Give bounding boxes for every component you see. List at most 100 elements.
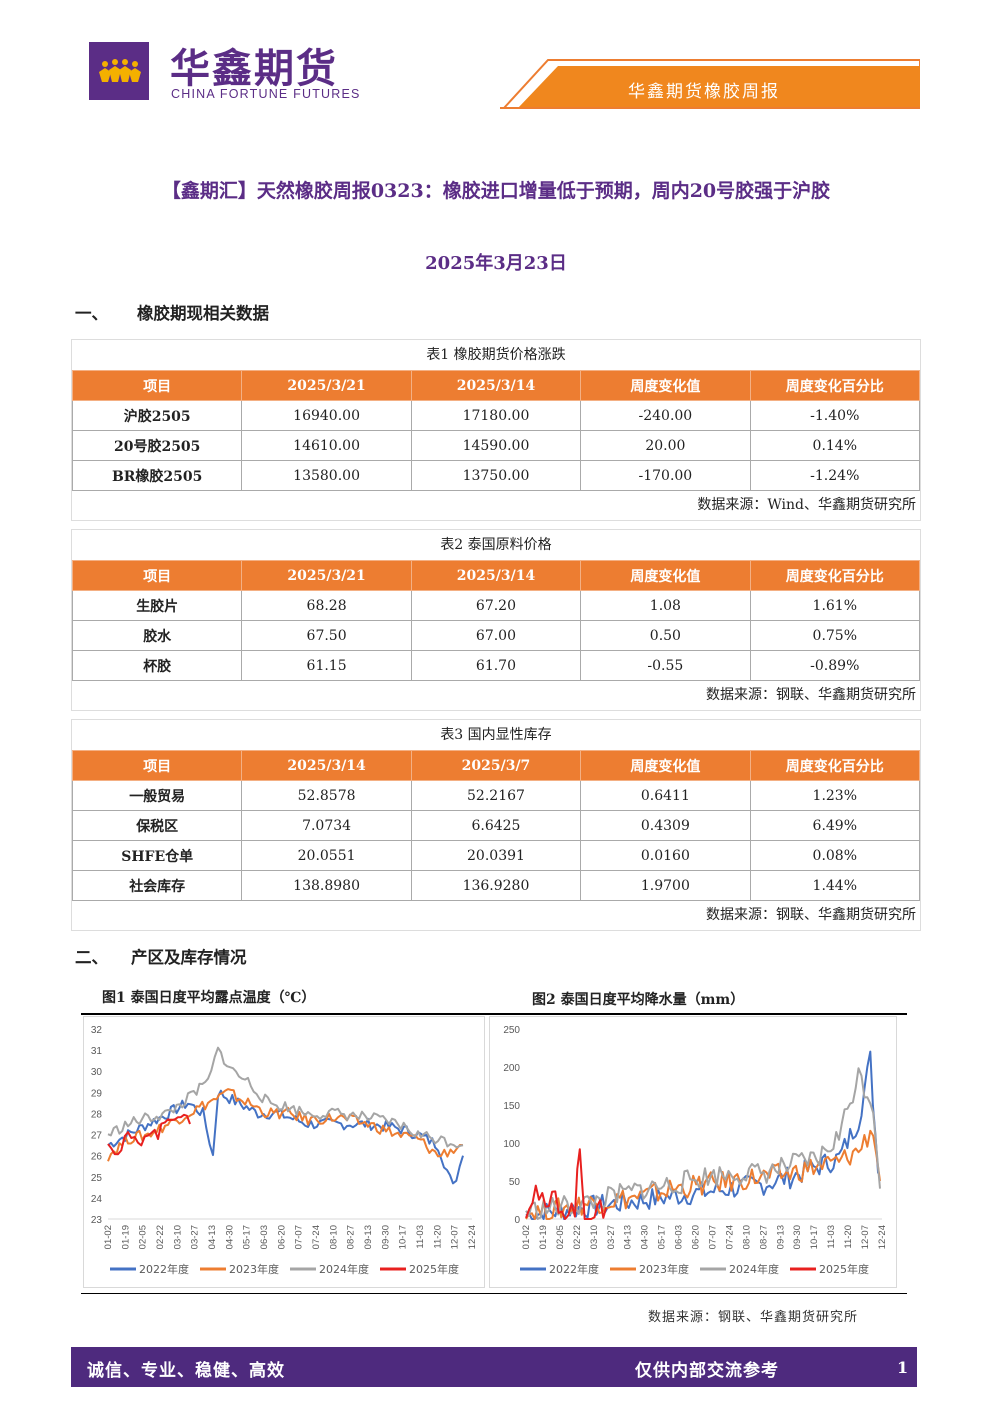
x-tick-label: 07-24 bbox=[311, 1225, 322, 1249]
legend-label: 2025年度 bbox=[819, 1262, 869, 1276]
y-tick-label: 150 bbox=[503, 1101, 520, 1112]
table-caption: 表1 橡胶期货价格涨跌 bbox=[426, 347, 566, 363]
table-row: 沪胶2505 16940.00 17180.00 -240.00 -1.40% bbox=[71, 400, 921, 431]
column-header: 周度变化百分比 bbox=[749, 750, 921, 781]
x-tick-label: 02-05 bbox=[555, 1225, 566, 1249]
column-header: 周度变化值 bbox=[580, 750, 751, 781]
column-header: 周度变化百分比 bbox=[749, 370, 921, 401]
figures-source: 数据来源：钢联、华鑫期货研究所 bbox=[648, 1310, 859, 1325]
section-title: 产区及库存情况 bbox=[131, 948, 247, 967]
y-tick-label: 50 bbox=[509, 1177, 521, 1188]
document-title: 【鑫期汇】天然橡胶周报0323：橡胶进口增量低于预期，周内20号胶强于沪胶 bbox=[161, 180, 831, 202]
data-table: 项目 2025/3/21 2025/3/14 周度变化值 周度变化百分比 沪胶2… bbox=[71, 370, 921, 491]
y-tick-label: 32 bbox=[91, 1025, 103, 1036]
table-cell: 17180.00 bbox=[410, 400, 582, 431]
series-line bbox=[107, 1046, 464, 1149]
row-label: SHFE仓单 bbox=[71, 840, 243, 871]
table-cell: -170.00 bbox=[580, 460, 751, 491]
table-cell: 0.4309 bbox=[580, 810, 751, 841]
table-cell: -1.40% bbox=[749, 400, 921, 431]
table-cell: 0.0160 bbox=[580, 840, 751, 871]
dewpoint-chart: 23 24 25 26 27 28 29 30 31 32 01-02 01-19 02-05 02-22… bbox=[83, 1016, 485, 1288]
column-header: 周度变化值 bbox=[580, 370, 751, 401]
report-name: 华鑫期货橡胶周报 bbox=[628, 82, 780, 102]
table-futures-prices: 表1 橡胶期货价格涨跌 项目 2025/3/21 2025/3/14 周度变化值… bbox=[71, 339, 921, 521]
y-tick-label: 0 bbox=[514, 1215, 520, 1226]
table-cell: 14610.00 bbox=[241, 430, 412, 461]
x-tick-label: 02-22 bbox=[155, 1225, 166, 1249]
x-tick-label: 12-24 bbox=[467, 1225, 478, 1249]
logo-figures-icon bbox=[99, 59, 141, 82]
table-cell: 1.61% bbox=[749, 590, 921, 621]
legend-label: 2024年度 bbox=[319, 1262, 369, 1276]
table-cell: 13580.00 bbox=[241, 460, 412, 491]
series-line bbox=[525, 1067, 881, 1220]
table-cell: 0.50 bbox=[580, 620, 751, 651]
column-header: 2025/3/14 bbox=[410, 370, 582, 401]
table-caption: 表3 国内显性库存 bbox=[440, 727, 552, 743]
brand-name-cn: 华鑫期货 bbox=[170, 46, 338, 92]
y-tick-label: 25 bbox=[91, 1173, 103, 1184]
x-tick-label: 09-30 bbox=[380, 1225, 391, 1249]
x-tick-label: 05-17 bbox=[242, 1225, 253, 1249]
x-tick-label: 07-24 bbox=[724, 1225, 735, 1249]
table-cell: 7.0734 bbox=[241, 810, 412, 841]
row-label: 一般贸易 bbox=[71, 780, 243, 811]
column-header: 2025/3/14 bbox=[241, 750, 412, 781]
row-label: 沪胶2505 bbox=[71, 400, 243, 431]
x-tick-label: 05-17 bbox=[657, 1225, 668, 1249]
column-header: 周度变化值 bbox=[580, 560, 751, 591]
x-tick-label: 03-10 bbox=[589, 1225, 600, 1249]
x-tick-label: 01-02 bbox=[521, 1225, 532, 1249]
x-tick-label: 04-30 bbox=[640, 1225, 651, 1249]
y-tick-label: 23 bbox=[91, 1215, 103, 1226]
table-row: 一般贸易 52.8578 52.2167 0.6411 1.23% bbox=[71, 780, 921, 811]
data-table: 项目 2025/3/21 2025/3/14 周度变化值 周度变化百分比 生胶片… bbox=[71, 560, 921, 681]
section-heading-2: 二、 产区及库存情况 bbox=[75, 944, 247, 968]
table-cell: 6.49% bbox=[749, 810, 921, 841]
column-header: 2025/3/21 bbox=[241, 560, 412, 591]
table-cell: 52.2167 bbox=[410, 780, 582, 811]
table-cell: 0.75% bbox=[749, 620, 921, 651]
table-source: 数据来源：钢联、华鑫期货研究所 bbox=[706, 907, 916, 923]
table-cell: 136.9280 bbox=[410, 870, 582, 901]
x-tick-label: 08-10 bbox=[741, 1225, 752, 1249]
table-cell: 1.9700 bbox=[580, 870, 751, 901]
table-row: 社会库存 138.8980 136.9280 1.9700 1.44% bbox=[71, 870, 921, 901]
section-number: 一、 bbox=[75, 304, 108, 323]
table-cell: 1.44% bbox=[749, 870, 921, 901]
table-cell: 61.15 bbox=[241, 650, 412, 681]
x-tick-label: 04-13 bbox=[623, 1225, 634, 1249]
footer-notice: 仅供内部交流参考 bbox=[635, 1361, 779, 1381]
table-cell: 68.28 bbox=[241, 590, 412, 621]
table-row: 保税区 7.0734 6.6425 0.4309 6.49% bbox=[71, 810, 921, 841]
legend-label: 2023年度 bbox=[229, 1262, 279, 1276]
table-cell: 13750.00 bbox=[410, 460, 582, 491]
y-tick-label: 24 bbox=[91, 1194, 103, 1205]
x-tick-label: 12-07 bbox=[860, 1225, 871, 1249]
table-cell: 20.0551 bbox=[241, 840, 412, 871]
row-label: 社会库存 bbox=[71, 870, 243, 901]
table-row: SHFE仓单 20.0551 20.0391 0.0160 0.08% bbox=[71, 840, 921, 871]
row-label: 20号胶2505 bbox=[71, 430, 243, 461]
y-tick-label: 26 bbox=[91, 1152, 103, 1163]
table-row: 杯胶 61.15 61.70 -0.55 -0.89% bbox=[71, 650, 921, 681]
data-table: 项目 2025/3/14 2025/3/7 周度变化值 周度变化百分比 一般贸易… bbox=[71, 750, 921, 901]
table-row: BR橡胶2505 13580.00 13750.00 -170.00 -1.24… bbox=[71, 460, 921, 491]
series-line bbox=[107, 1113, 191, 1156]
table-domestic-inventory: 表3 国内显性库存 项目 2025/3/14 2025/3/7 周度变化值 周度… bbox=[71, 719, 921, 931]
legend-label: 2022年度 bbox=[549, 1262, 599, 1276]
x-tick-label: 02-05 bbox=[138, 1225, 149, 1249]
x-tick-label: 09-30 bbox=[792, 1225, 803, 1249]
y-tick-label: 250 bbox=[503, 1025, 520, 1036]
x-tick-label: 10-17 bbox=[398, 1225, 409, 1249]
table-cell: 1.23% bbox=[749, 780, 921, 811]
x-tick-label: 07-07 bbox=[707, 1225, 718, 1249]
table-cell: 14590.00 bbox=[410, 430, 582, 461]
table-cell: 52.8578 bbox=[241, 780, 412, 811]
row-label: BR橡胶2505 bbox=[71, 460, 243, 491]
table-cell: -0.89% bbox=[749, 650, 921, 681]
table-cell: 138.8980 bbox=[241, 870, 412, 901]
table-cell: 67.20 bbox=[410, 590, 582, 621]
row-label: 保税区 bbox=[71, 810, 243, 841]
